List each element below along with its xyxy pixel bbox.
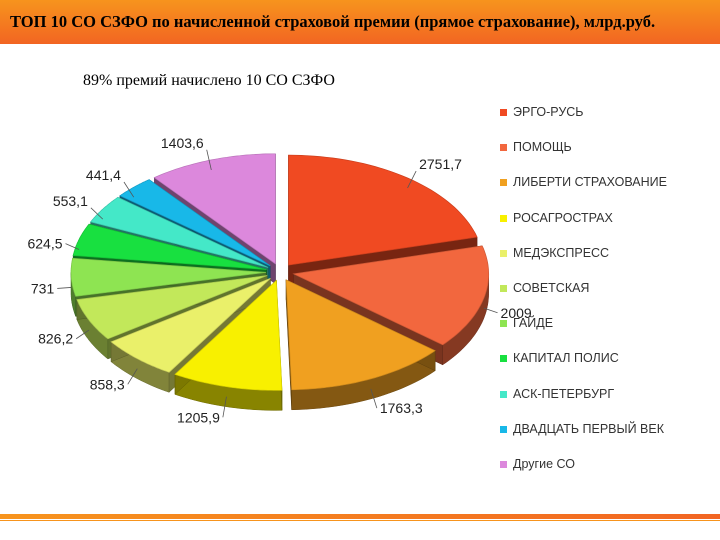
leader-line <box>127 368 138 385</box>
pie-slice-3 <box>174 279 283 391</box>
pie-slice-2 <box>285 279 436 391</box>
legend-label: КАПИТАЛ ПОЛИС <box>513 351 619 366</box>
leader-line <box>57 287 72 289</box>
leader-line <box>222 396 227 418</box>
leader-line <box>75 329 90 340</box>
legend-swatch <box>500 144 507 152</box>
leader-line <box>370 388 378 409</box>
data-label: 858,3 <box>90 376 125 392</box>
legend-swatch <box>500 355 507 363</box>
leader-line <box>206 149 212 171</box>
leader-line <box>65 243 80 250</box>
legend-label: РОСАГРОСТРАХ <box>513 210 613 225</box>
data-label: 624,5 <box>27 236 62 252</box>
legend-swatch <box>500 461 507 468</box>
legend-label: СОВЕТСКАЯ <box>513 281 590 295</box>
footer-divider-thin <box>0 520 720 521</box>
chart-subtitle: 89% премий начислено 10 СО СЗФО <box>83 72 335 89</box>
pie-slice-5 <box>76 275 268 340</box>
data-label: 2009 <box>501 305 532 321</box>
legend-swatch <box>500 214 507 222</box>
legend-swatch <box>500 320 507 328</box>
legend-swatch <box>500 109 507 116</box>
pie-slice-7 <box>72 223 267 270</box>
legend-label: ЭРГО-РУСЬ <box>513 105 584 119</box>
data-label: 1763,3 <box>380 400 423 416</box>
data-label: 826,2 <box>38 331 73 347</box>
pie-slice-6 <box>70 257 267 297</box>
leader-line <box>90 207 104 220</box>
legend-label: ДВАДЦАТЬ ПЕРВЫЙ ВЕК <box>513 421 665 436</box>
data-label: 553,1 <box>53 193 88 209</box>
legend-swatch <box>500 249 507 257</box>
header-bar: ТОП 10 СО СЗФО по начисленной страховой … <box>0 0 720 44</box>
legend-label: ЛИБЕРТИ СТРАХОВАНИЕ <box>513 175 667 190</box>
legend-label: МЕДЭКСПРЕСС <box>513 245 610 260</box>
legend-swatch <box>500 285 507 292</box>
footer-divider <box>0 514 720 519</box>
legend-label: ГАЙДЕ <box>513 316 554 331</box>
data-label: 2751,7 <box>419 156 462 172</box>
legend-label: ПОМОЩЬ <box>513 140 572 155</box>
legend-label: Другие СО <box>513 457 575 471</box>
legend-swatch <box>500 390 507 398</box>
leader-line <box>407 170 417 189</box>
pie-slice-9 <box>119 179 271 267</box>
pie-slice-10 <box>153 153 276 265</box>
data-label: 731 <box>31 280 55 296</box>
data-label: 441,4 <box>86 167 121 183</box>
pie-slice-4 <box>110 278 271 373</box>
page-title: ТОП 10 СО СЗФО по начисленной страховой … <box>10 12 656 31</box>
pie-tops: 2751,7 2009 1763,3 1205,9 858,3 826,2 731 624,5… <box>27 135 531 426</box>
legend-label: АСК-ПЕТЕРБУРГ <box>513 386 615 401</box>
data-label: 1205,9 <box>177 409 220 425</box>
leader-line <box>483 307 498 314</box>
legend-swatch <box>500 425 507 433</box>
leader-line <box>123 181 135 198</box>
legend-swatch <box>500 179 507 187</box>
pie-slice-0 <box>288 154 478 266</box>
pie-slice-1 <box>292 245 490 346</box>
data-label: 1403,6 <box>161 135 204 151</box>
pie-slice-8 <box>90 196 269 268</box>
